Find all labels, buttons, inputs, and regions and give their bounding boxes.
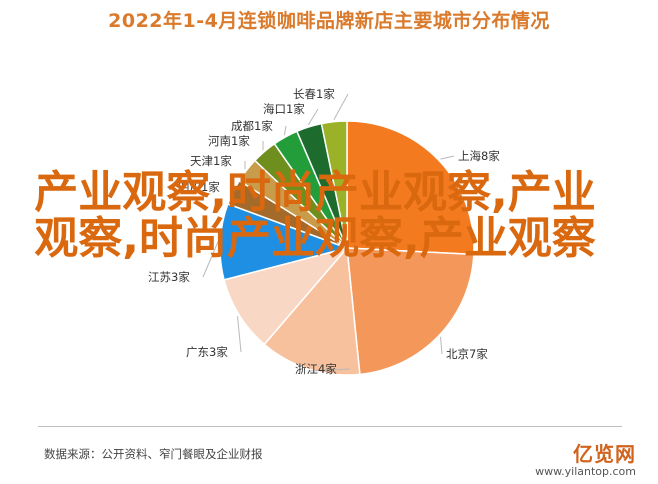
- watermark-overlay: 产业观察,时尚产业观察,产业观察,时尚产业观察,产业观察: [34, 167, 596, 264]
- leader-line: [308, 368, 351, 372]
- logo-text: 亿览网: [573, 442, 636, 466]
- slice-label: 天津1家: [190, 154, 232, 168]
- slice-label: 海口1家: [263, 102, 305, 116]
- leader-line: [202, 241, 219, 278]
- leader-lines: [202, 93, 455, 372]
- leader-line: [237, 316, 242, 353]
- leader-line: [333, 93, 349, 120]
- slice-label: 广东3家: [186, 345, 228, 359]
- leader-line: [307, 108, 319, 126]
- slice-label: 江苏3家: [148, 270, 190, 284]
- pie-slice: [219, 202, 350, 281]
- site-url: www.yilantop.com: [535, 465, 636, 478]
- slice-label: 浙江4家: [295, 362, 337, 376]
- slice-label: 北京7家: [446, 347, 488, 361]
- pie-slice: [263, 246, 361, 376]
- pie-slice: [346, 247, 475, 376]
- slice-label: 四川1家: [178, 180, 220, 194]
- slice-label: 河南1家: [208, 134, 250, 148]
- pie-slice: [346, 120, 475, 256]
- chart-title: 2022年1-4月连锁咖啡品牌新店主要城市分布情况: [108, 10, 550, 32]
- leader-line: [440, 155, 455, 160]
- pie-slice: [320, 120, 348, 249]
- slice-label: 成都1家: [231, 119, 273, 133]
- footer-divider: [38, 426, 622, 427]
- leader-line: [440, 336, 443, 355]
- pie-slices: [219, 120, 475, 376]
- data-source: 数据来源：公开资料、窄门餐眼及企业财报: [44, 447, 263, 461]
- slice-label: 上海8家: [458, 149, 500, 163]
- leader-line: [283, 125, 287, 136]
- slice-label: 长春1家: [293, 87, 335, 101]
- brand-logo: 亿览网 www.yilantop.com: [535, 438, 636, 478]
- leader-line: [230, 186, 234, 192]
